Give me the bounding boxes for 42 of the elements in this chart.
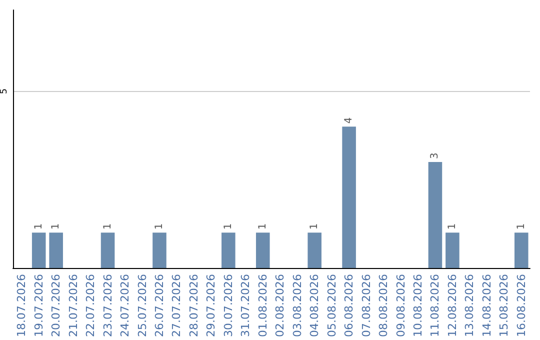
x-tick-label: 31.07.2026 bbox=[239, 274, 252, 338]
data-label: 1 bbox=[33, 223, 44, 230]
x-tick-label: 15.08.2026 bbox=[498, 274, 511, 338]
data-label: 1 bbox=[102, 223, 114, 230]
x-tick-label: 29.07.2026 bbox=[204, 274, 218, 338]
x-tick-label: 20.07.2026 bbox=[50, 274, 63, 338]
data-label: 1 bbox=[446, 223, 458, 230]
x-tick-label: 30.07.2026 bbox=[222, 274, 235, 338]
x-tick-label: 09.08.2026 bbox=[394, 274, 408, 338]
x-tick-label: 10.08.2026 bbox=[411, 274, 424, 338]
data-label: 1 bbox=[516, 223, 527, 230]
x-tick-label: 18.07.2026 bbox=[15, 274, 28, 338]
x-tick-label: 25.07.2026 bbox=[136, 274, 149, 338]
x-tick-label: 02.08.2026 bbox=[274, 274, 287, 338]
x-tick-label: 11.08.2026 bbox=[428, 274, 442, 338]
data-label: 1 bbox=[50, 223, 62, 230]
data-label: 1 bbox=[257, 223, 268, 230]
data-label: 1 bbox=[309, 223, 320, 230]
x-tick-label: 12.08.2026 bbox=[446, 274, 459, 338]
data-label: 3 bbox=[430, 152, 441, 159]
x-tick-label: 01.08.2026 bbox=[256, 274, 270, 338]
x-tick-label: 22.07.2026 bbox=[84, 274, 98, 338]
x-tick-label: 27.07.2026 bbox=[170, 274, 184, 338]
x-tick-label: 24.07.2026 bbox=[118, 274, 132, 338]
x-tick-label: 19.07.2026 bbox=[32, 274, 46, 338]
x-tick-label: 14.08.2026 bbox=[480, 274, 494, 338]
x-tick-label: 21.07.2026 bbox=[66, 274, 80, 338]
data-label: 1 bbox=[222, 223, 234, 230]
x-tick-label: 28.07.2026 bbox=[187, 274, 200, 338]
y-tick-label: 5 bbox=[0, 88, 10, 94]
x-tick-label: 06.08.2026 bbox=[342, 274, 356, 338]
data-label: 4 bbox=[344, 117, 355, 124]
x-tick-label: 04.08.2026 bbox=[308, 274, 322, 338]
x-tick-label: 13.08.2026 bbox=[463, 274, 476, 338]
x-tick-label: 16.08.2026 bbox=[514, 274, 528, 338]
data-label: 1 bbox=[154, 223, 165, 230]
x-tick-label: 03.08.2026 bbox=[290, 274, 304, 338]
x-tick-label: 07.08.2026 bbox=[360, 274, 373, 338]
x-tick-label: 23.07.2026 bbox=[101, 274, 114, 338]
x-tick-label: 05.08.2026 bbox=[325, 274, 338, 338]
x-tick-label: 08.08.2026 bbox=[377, 274, 390, 338]
x-tick-label: 26.07.2026 bbox=[152, 274, 166, 338]
